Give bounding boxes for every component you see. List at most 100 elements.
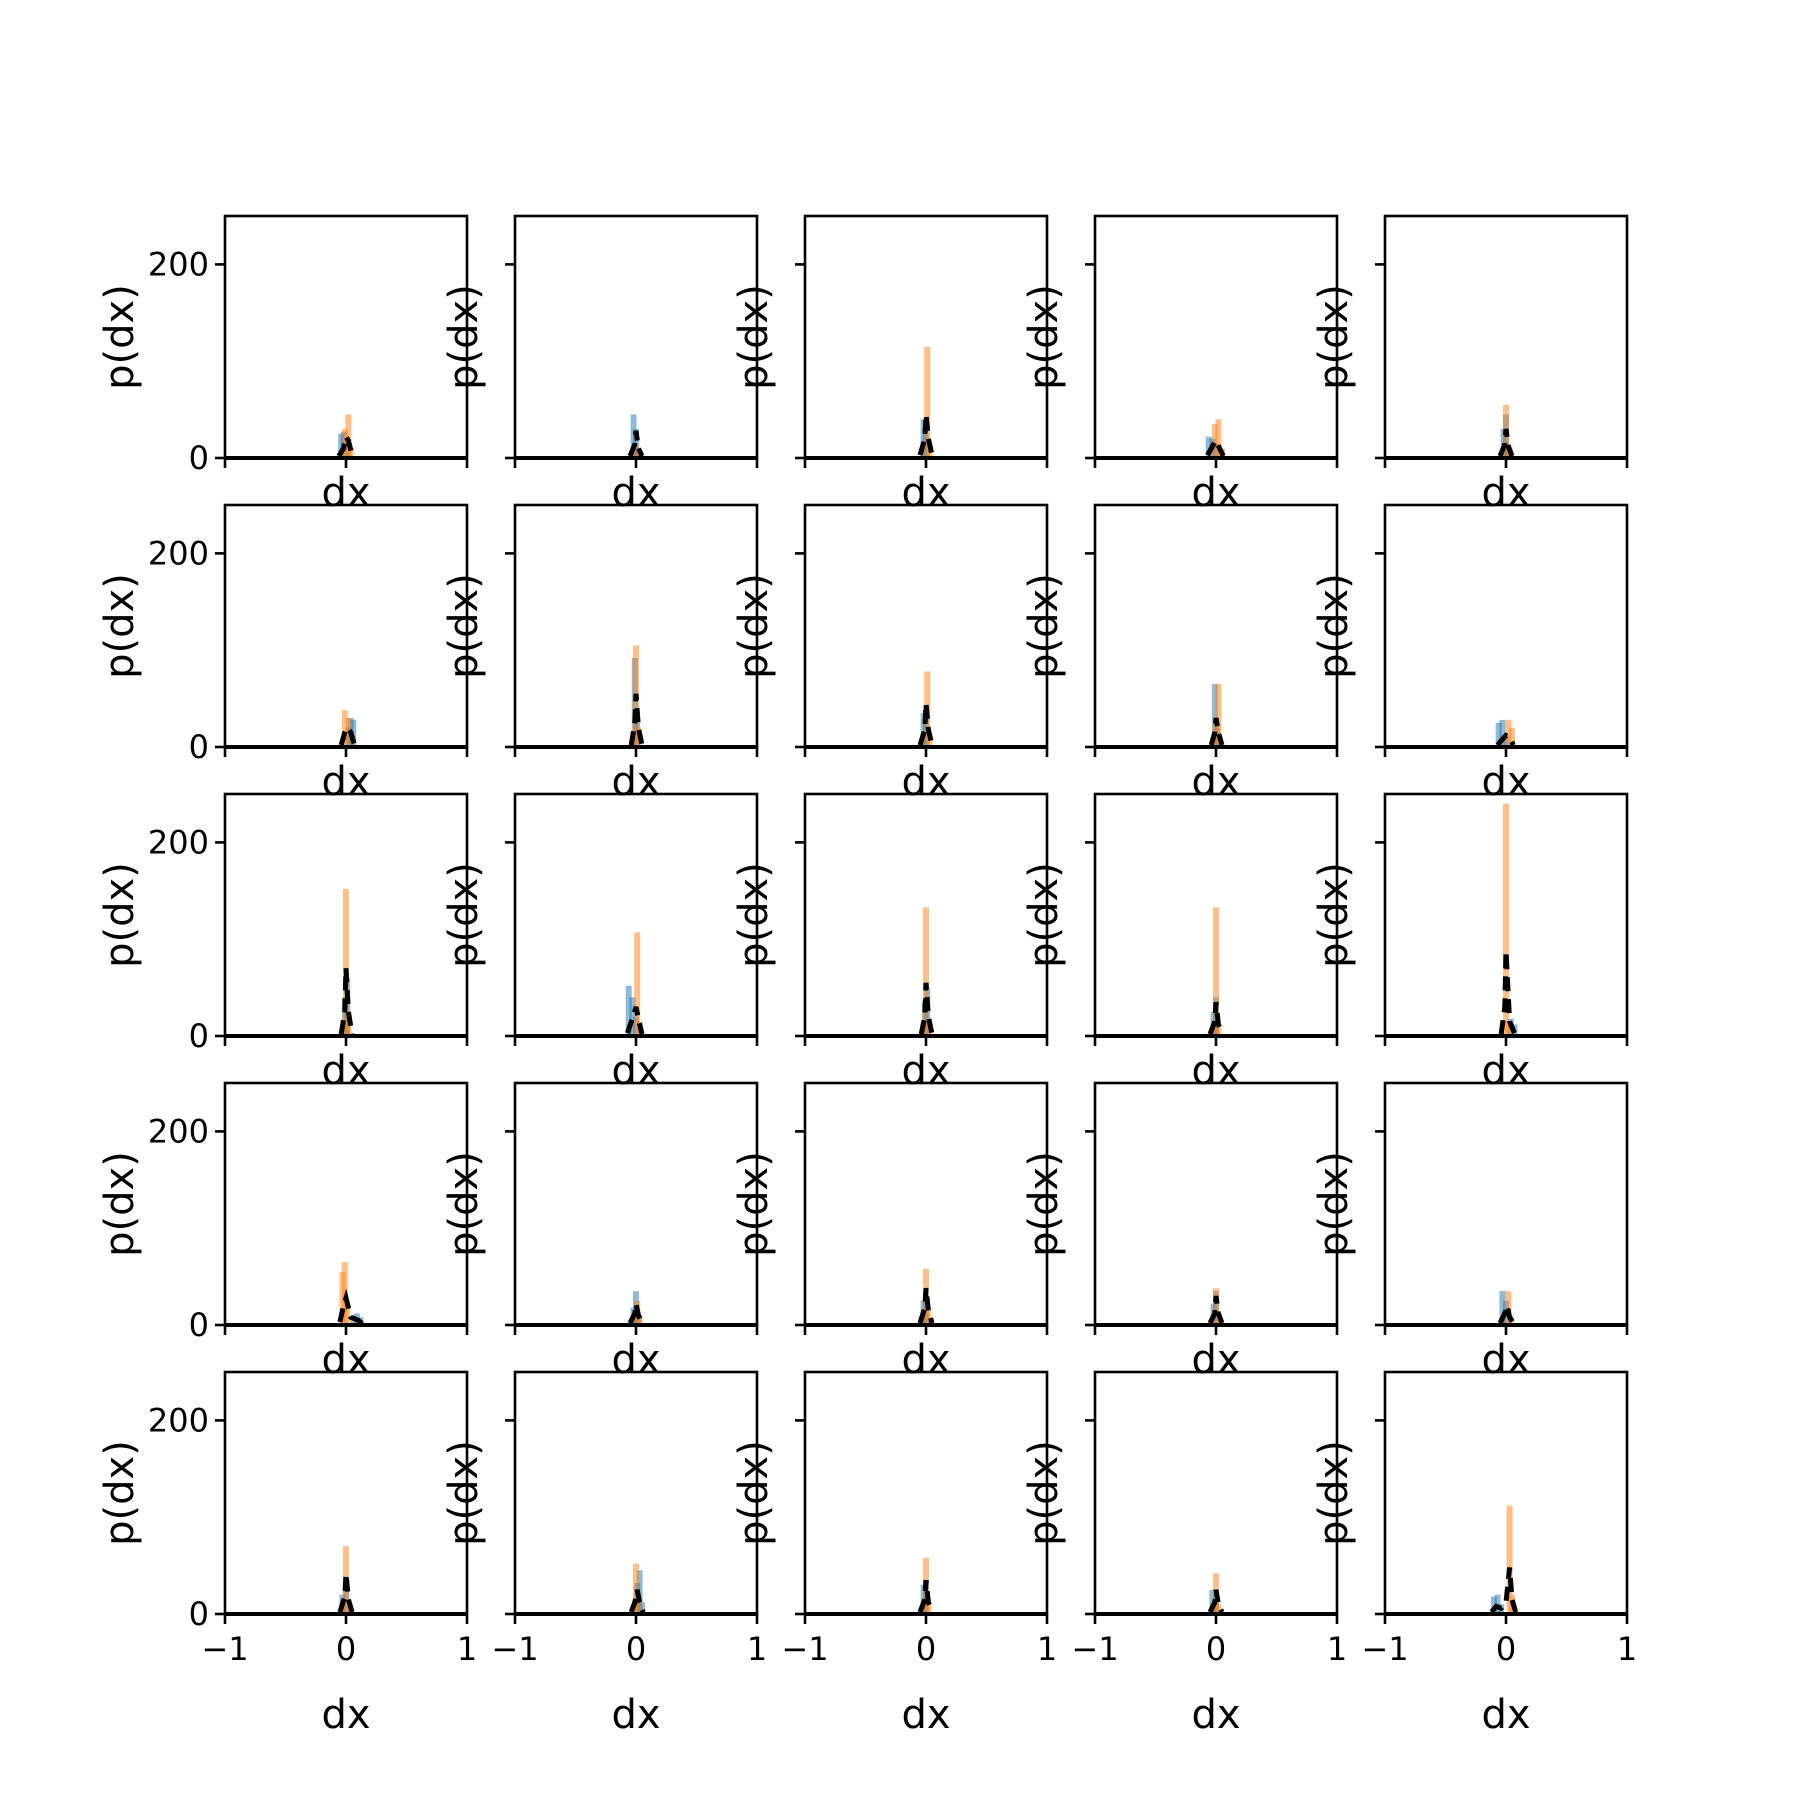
x-tick-label: −1 xyxy=(1071,1630,1118,1668)
subplot-1-3: dx p(dx) xyxy=(731,214,1049,516)
subplot-5-5: −1 0 1 dx p(dx) xyxy=(1311,1370,1637,1738)
subplot-5-4: −1 0 1 dx p(dx) xyxy=(1021,1370,1347,1738)
axes-frame xyxy=(1383,1081,1629,1327)
x-tick-label: 0 xyxy=(626,1630,646,1668)
y-axis-label: p(dx) xyxy=(441,862,487,968)
subplot-4-5: dx p(dx) xyxy=(1311,1081,1629,1383)
x-axis-label: dx xyxy=(1191,1692,1240,1738)
y-axis-label: p(dx) xyxy=(441,1151,487,1257)
hist_b-bar-1 xyxy=(1505,1291,1512,1325)
y-axis-label: p(dx) xyxy=(441,573,487,679)
x-axis-label: dx xyxy=(321,1692,370,1738)
subplot-2-4: dx p(dx) xyxy=(1021,503,1339,805)
subplot-5-3: −1 0 1 dx p(dx) xyxy=(731,1370,1057,1738)
y-axis-label: p(dx) xyxy=(1311,284,1357,390)
y-axis-label: p(dx) xyxy=(1311,573,1357,679)
subplot-1-4: dx p(dx) xyxy=(1021,214,1339,516)
hist_b-bar-2 xyxy=(925,1310,932,1325)
density-curve xyxy=(918,982,935,1035)
hist_b-bar-1 xyxy=(1505,719,1512,747)
subplot-3-5: dx p(dx) xyxy=(1311,792,1629,1094)
hist_b-bar-2 xyxy=(925,1024,932,1036)
axes-frame xyxy=(1383,1370,1629,1616)
x-axis-label: dx xyxy=(1481,759,1530,805)
y-tick-label: 0 xyxy=(189,728,209,766)
density-curve xyxy=(917,1579,935,1613)
y-axis-label: p(dx) xyxy=(97,862,143,968)
y-tick-label: 200 xyxy=(148,245,209,283)
subplot-3-4: dx p(dx) xyxy=(1021,792,1339,1094)
density-curve xyxy=(627,1303,645,1325)
subplot-2-1: 0 200 dx p(dx) xyxy=(97,503,469,805)
hist_b-bar-3 xyxy=(347,448,354,458)
x-axis-label: dx xyxy=(901,759,950,805)
hist_b-bar-2 xyxy=(1215,1026,1222,1036)
hist_b-bar-2 xyxy=(1215,419,1222,458)
hist_b-bar-1 xyxy=(341,429,348,458)
y-tick-label: 0 xyxy=(189,1595,209,1633)
y-tick-label: 200 xyxy=(148,823,209,861)
density-curve xyxy=(337,1288,365,1326)
y-axis-label: p(dx) xyxy=(1311,862,1357,968)
density-curve xyxy=(627,430,645,458)
x-axis-label: dx xyxy=(1481,1692,1530,1738)
x-axis-label: dx xyxy=(611,470,660,516)
x-axis-label: dx xyxy=(901,470,950,516)
hist_b-bar-2 xyxy=(635,1599,642,1614)
hist_b-bar-1 xyxy=(1213,907,1219,1036)
y-tick-label: 200 xyxy=(148,534,209,572)
y-axis-label: p(dx) xyxy=(731,1440,777,1546)
density-curve xyxy=(338,722,357,746)
axes-frame xyxy=(1383,503,1629,749)
x-tick-label: 1 xyxy=(1617,1630,1637,1668)
hist_b-bar-1 xyxy=(1211,424,1218,458)
hist_b-bar-2 xyxy=(345,414,352,458)
subplot-2-2: dx p(dx) xyxy=(441,503,759,805)
subplot-2-5: dx p(dx) xyxy=(1311,503,1629,805)
hist_a-bar-1 xyxy=(625,985,632,1036)
y-axis-label: p(dx) xyxy=(97,284,143,390)
x-tick-label: 1 xyxy=(1037,1630,1057,1668)
x-axis-label: dx xyxy=(611,1692,660,1738)
y-axis-label: p(dx) xyxy=(731,862,777,968)
subplot-3-3: dx p(dx) xyxy=(731,792,1049,1094)
y-axis-label: p(dx) xyxy=(1311,1151,1357,1257)
subplot-1-1: 0 200 dx p(dx) xyxy=(97,214,469,516)
hist_b-bar-1 xyxy=(634,932,641,1036)
subplot-5-2: −1 0 1 dx p(dx) xyxy=(441,1370,767,1738)
density-curve xyxy=(917,703,935,746)
density-curve xyxy=(1207,1001,1225,1035)
density-curve xyxy=(625,1006,645,1035)
x-tick-label: −1 xyxy=(491,1630,538,1668)
subplot-3-1: 0 200 dx p(dx) xyxy=(97,792,469,1094)
density-curve xyxy=(1208,717,1225,746)
subplot-4-1: 0 200 dx p(dx) xyxy=(97,1081,469,1383)
subplot-1-2: dx p(dx) xyxy=(441,214,759,516)
hist_b-bar-3 xyxy=(344,1305,351,1325)
hist_b-bar-1 xyxy=(633,1563,639,1614)
x-axis-label: dx xyxy=(321,470,370,516)
y-axis-label: p(dx) xyxy=(731,573,777,679)
density-curve xyxy=(1205,435,1226,458)
hist_b-bar-1 xyxy=(924,346,931,458)
x-tick-label: 1 xyxy=(1327,1630,1347,1668)
axes-frame xyxy=(513,1081,759,1327)
x-axis-label: dx xyxy=(321,759,370,805)
density-curve xyxy=(338,968,355,1035)
density-curve xyxy=(1497,1304,1516,1325)
y-axis-label: p(dx) xyxy=(1021,862,1067,968)
y-tick-label: 0 xyxy=(189,1306,209,1344)
hist_b-bar-1 xyxy=(1213,1288,1219,1325)
x-axis-label: dx xyxy=(901,1048,950,1094)
y-axis-label: p(dx) xyxy=(731,284,777,390)
hist_a-bar-1 xyxy=(1495,722,1502,747)
density-curve xyxy=(1498,950,1517,1035)
x-axis-label: dx xyxy=(611,1337,660,1383)
y-tick-label: 0 xyxy=(189,1017,209,1055)
y-axis-label: p(dx) xyxy=(1311,1440,1357,1546)
density-curve xyxy=(628,693,645,746)
x-axis-label: dx xyxy=(1481,1048,1530,1094)
density-curve xyxy=(337,1573,355,1613)
